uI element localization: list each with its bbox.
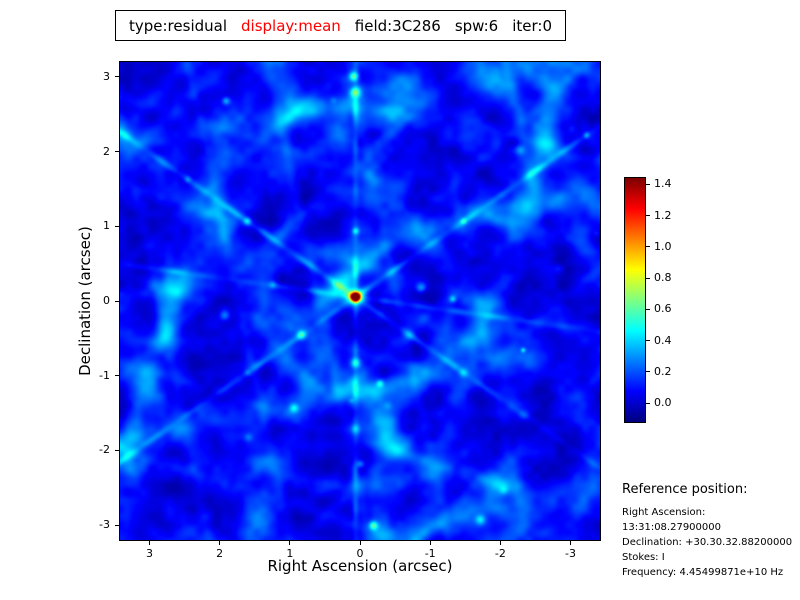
x-tick-mark bbox=[148, 541, 150, 545]
info-type: type:residual bbox=[129, 16, 227, 35]
y-tick-mark bbox=[115, 76, 119, 78]
y-tick-label: 0 bbox=[103, 294, 110, 307]
x-tick-mark bbox=[570, 541, 572, 545]
y-tick-label: 2 bbox=[103, 144, 110, 158]
colorbar-tick-mark bbox=[646, 340, 650, 342]
reference-ra: Right Ascension: 13:31:08.27900000 bbox=[622, 507, 721, 533]
colorbar-tick-label: 0.6 bbox=[654, 302, 672, 316]
y-tick-mark bbox=[115, 300, 119, 302]
info-display: display:mean bbox=[241, 16, 341, 35]
colorbar-tick-label: 1.0 bbox=[654, 239, 672, 253]
colorbar-tick-label: 0.0 bbox=[654, 396, 672, 410]
colorbar-tick-label: 0.2 bbox=[654, 364, 672, 378]
x-tick-label: 1 bbox=[286, 547, 294, 560]
colorbar-tick-mark bbox=[646, 308, 650, 310]
y-tick-label: 3 bbox=[103, 69, 110, 83]
y-tick-mark bbox=[115, 375, 119, 377]
colorbar-tick-mark bbox=[646, 277, 650, 279]
reference-heading: Reference position: bbox=[622, 482, 748, 497]
colorbar-tick-mark bbox=[646, 246, 650, 248]
x-tick-mark bbox=[289, 541, 291, 545]
x-tick-label: -2 bbox=[494, 547, 506, 560]
x-axis-label: Right Ascension (arcsec) bbox=[267, 557, 453, 575]
info-iter: iter:0 bbox=[512, 16, 553, 35]
y-tick-label: -3 bbox=[99, 518, 110, 532]
reference-dec: Declination: +30.30.32.88200000 bbox=[622, 537, 793, 548]
colorbar-tick-mark bbox=[646, 371, 650, 373]
image-info-bar: type:residual display:mean field:3C286 s… bbox=[115, 10, 567, 41]
x-tick-mark bbox=[219, 541, 221, 545]
y-tick-mark bbox=[115, 151, 119, 153]
residual-image-canvas[interactable] bbox=[120, 62, 600, 540]
x-tick-label: -1 bbox=[424, 547, 436, 560]
x-tick-label: 2 bbox=[216, 547, 224, 560]
colorbar-tick-mark bbox=[646, 402, 650, 404]
colorbar-tick-label: 0.4 bbox=[654, 333, 672, 347]
reference-position-block: Reference position: Right Ascension: 13:… bbox=[622, 482, 800, 580]
x-tick-mark bbox=[429, 541, 431, 545]
y-tick-mark bbox=[115, 225, 119, 227]
x-tick-mark bbox=[499, 541, 501, 545]
colorbar-tick-mark bbox=[646, 215, 650, 217]
reference-stokes: Stokes: I bbox=[622, 552, 665, 563]
y-tick-label: -1 bbox=[99, 368, 110, 382]
info-field: field:3C286 bbox=[354, 16, 441, 35]
sky-image-plot[interactable] bbox=[119, 61, 601, 541]
info-spw: spw:6 bbox=[454, 16, 499, 35]
colorbar-tick-mark bbox=[646, 183, 650, 185]
colorbar-gradient bbox=[625, 178, 645, 422]
x-tick-label: 3 bbox=[145, 547, 153, 560]
x-tick-label: 0 bbox=[356, 547, 364, 560]
y-tick-label: -2 bbox=[99, 443, 110, 457]
x-tick-label: -3 bbox=[565, 547, 576, 560]
y-tick-label: 1 bbox=[103, 219, 110, 233]
colorbar-tick-label: 1.4 bbox=[654, 177, 672, 191]
x-tick-mark bbox=[359, 541, 361, 545]
colorbar-tick-label: 1.2 bbox=[654, 208, 672, 222]
reference-frequency: Frequency: 4.45499871e+10 Hz bbox=[622, 567, 784, 578]
colorbar bbox=[624, 177, 646, 423]
y-tick-mark bbox=[115, 449, 119, 451]
y-tick-mark bbox=[115, 524, 119, 526]
colorbar-tick-label: 0.8 bbox=[654, 271, 672, 285]
